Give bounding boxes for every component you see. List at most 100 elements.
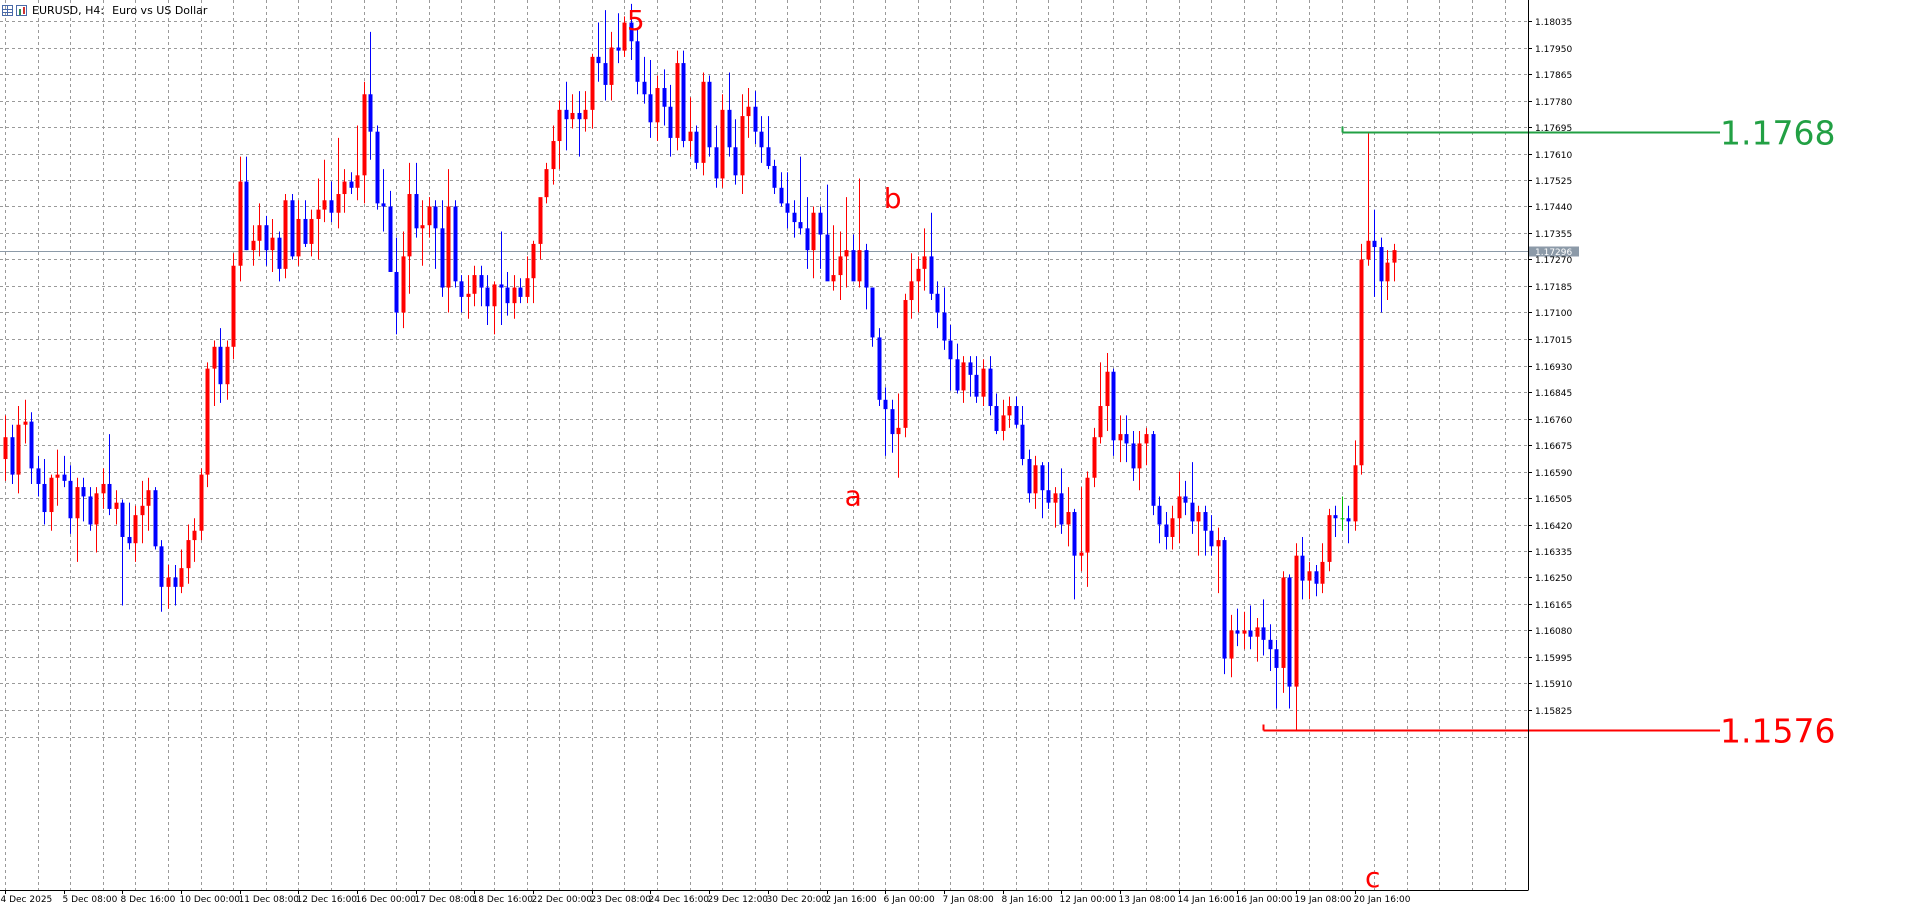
candle-body [838,256,843,276]
price-tick-label: 1.16845 [1535,389,1572,399]
candle-body [36,468,41,484]
candle-body [1079,552,1084,556]
price-tick-label: 1.15825 [1535,707,1572,717]
time-tick-label: 16 Dec 00:00 [356,895,417,905]
candle-body [1346,518,1351,522]
candle-body [701,81,706,163]
candle-body [173,577,178,587]
candle-body [355,175,360,188]
price-tick-label: 1.18035 [1535,18,1572,28]
candle-body [1053,493,1058,503]
candles [3,3,1397,731]
candle-body [994,406,999,431]
price-tick-label: 1.15995 [1535,654,1572,664]
time-tick-label: 24 Dec 16:00 [649,895,710,905]
time-tick-label: 7 Jan 08:00 [943,895,995,905]
candle-body [851,250,856,282]
wave-labels: 5 b a c [627,4,1380,894]
candle-body [1118,434,1123,441]
candle-body [1235,630,1240,634]
candle-body [1320,561,1325,584]
candle-body [192,530,197,541]
candle-body [1261,627,1266,640]
candle-body [968,362,973,375]
candle-body [1300,555,1305,581]
candle-body [688,131,693,142]
candle-body [186,540,191,569]
candle-body [779,187,784,204]
candle-body [961,362,966,391]
candle-body [264,225,269,251]
candle-body [720,109,725,179]
candle-body [922,256,927,269]
wave-label-c: c [1365,861,1380,894]
candle-body [655,88,660,123]
candle-body [466,293,471,297]
candle-body [146,490,151,506]
candle-body [929,256,934,294]
candle-body [1307,571,1312,581]
candle-body [1137,443,1142,469]
candle-body [368,94,373,132]
candle-body [1359,259,1364,466]
candle-body [1092,437,1097,478]
candle-body [1379,247,1384,282]
candle-body [153,490,158,547]
candle-body [251,240,256,251]
candle-body [1372,240,1377,248]
candle-body [1248,630,1253,637]
candle-body [81,487,86,497]
price-axis: 1.18035 1.17950 1.17865 1.17780 1.17695 1.176… [1528,0,1572,890]
candle-body [225,346,230,385]
candle-body [492,284,497,307]
symbol-description: Euro vs US Dollar [112,3,208,17]
candle-body [1046,490,1051,503]
price-tick-label: 1.17525 [1535,177,1572,187]
time-tick-label: 19 Jan 08:00 [1295,895,1352,905]
candle-body [322,200,327,210]
candle-body [459,281,464,297]
candle-body [499,284,504,288]
candle-body [336,194,341,213]
candle-body [857,250,862,282]
price-tick-label: 1.16080 [1535,627,1572,637]
table-icon[interactable] [2,4,13,16]
candle-body [583,109,588,120]
candle-body [49,477,54,513]
price-tick-label: 1.16420 [1535,522,1572,532]
candle-body [388,206,393,272]
candle-body [505,287,510,304]
price-tick-label: 1.17015 [1535,336,1572,346]
candle-body [29,421,34,469]
price-tick-label: 1.17440 [1535,203,1572,213]
candle-body [1001,415,1006,431]
candle-body [453,206,458,282]
candle-body [140,505,145,516]
candle-body [753,106,758,132]
candle-body [1287,577,1292,687]
candle-body [433,206,438,229]
candle-body [127,536,132,544]
candle-body [10,437,15,475]
candle-body [844,250,849,257]
candle-body [785,203,790,213]
candle-body [1151,434,1156,506]
low-level-label: 1.1576 [1720,712,1835,751]
candle-body [133,515,138,544]
candle-body [375,131,380,204]
time-tick-label: 5 Dec 08:00 [63,895,118,905]
candle-body [883,399,888,410]
candle-body [1072,512,1077,556]
price-tick-label: 1.16675 [1535,442,1572,452]
candle-body [101,483,106,494]
candle-body [877,337,882,400]
candle-body [648,94,653,123]
candle-body [114,502,119,509]
candles-icon[interactable] [16,4,27,16]
candle-body [772,165,777,188]
price-tick-label: 1.17950 [1535,45,1572,55]
candle-body [3,437,8,460]
candle-body [1268,639,1273,650]
candle-body [896,427,901,435]
candle-body [707,81,712,148]
